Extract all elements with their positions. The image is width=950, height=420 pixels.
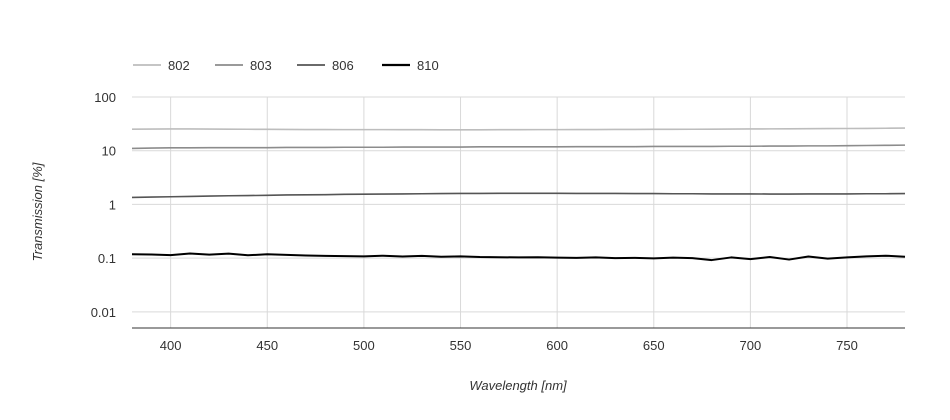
legend-label: 803 [250, 58, 272, 73]
legend: 802 803 806 810 [133, 58, 439, 73]
series-line-806 [131, 192, 906, 199]
legend-item-806: 806 [297, 58, 354, 73]
x-tick-label: 450 [256, 338, 278, 353]
y-tick-labels: 0.01 0.1 1 10 100 [91, 90, 116, 320]
x-tick-label: 650 [643, 338, 665, 353]
legend-item-803: 803 [215, 58, 272, 73]
x-axis-title: Wavelength [nm] [469, 378, 567, 393]
x-tick-label: 600 [546, 338, 568, 353]
x-tick-label: 400 [160, 338, 182, 353]
y-tick-label: 1 [109, 197, 116, 212]
y-tick-label: 10 [102, 144, 116, 159]
legend-label: 802 [168, 58, 190, 73]
legend-label: 806 [332, 58, 354, 73]
y-tick-label: 0.1 [98, 251, 116, 266]
x-tick-label: 750 [836, 338, 858, 353]
series-line-802 [131, 127, 906, 131]
y-tick-label: 0.01 [91, 305, 116, 320]
legend-item-802: 802 [133, 58, 190, 73]
grid [132, 96, 905, 328]
x-tick-label: 500 [353, 338, 375, 353]
series-line-803 [131, 144, 906, 150]
x-tick-label: 700 [740, 338, 762, 353]
plot-lines [131, 127, 906, 262]
legend-label: 810 [417, 58, 439, 73]
series-line-810 [131, 252, 906, 262]
y-axis-title: Transmission [%] [30, 162, 45, 261]
legend-item-810: 810 [382, 58, 439, 73]
y-tick-label: 100 [94, 90, 116, 105]
x-tick-labels: 400 450 500 550 600 650 700 750 [160, 338, 858, 353]
x-tick-label: 550 [450, 338, 472, 353]
